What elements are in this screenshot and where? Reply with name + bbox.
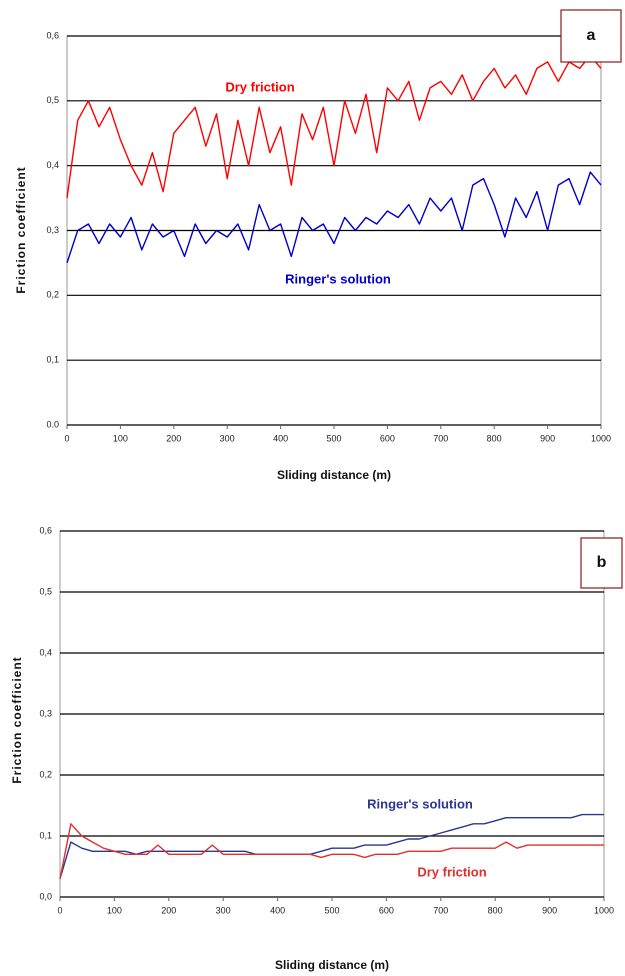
series-line (66, 171, 602, 264)
y-tick-label: 0,4 (39, 647, 52, 657)
x-tick-label: 400 (273, 433, 288, 443)
x-tick-label: 500 (326, 433, 341, 443)
x-tick-label: 1000 (591, 433, 611, 443)
series-label: Ringer's solution (367, 796, 473, 811)
y-axis-label: Friction coefficient (10, 656, 24, 783)
x-tick-label: 100 (107, 905, 122, 915)
x-axis-label: Sliding distance (m) (275, 958, 389, 972)
x-tick-label: 200 (166, 433, 181, 443)
y-tick-label: 0.0 (46, 419, 59, 429)
x-tick-label: 300 (216, 905, 231, 915)
x-tick-label: 0 (64, 433, 69, 443)
x-tick-label: 800 (487, 433, 502, 443)
y-tick-label: 0,1 (46, 355, 59, 365)
panel-label-box (560, 9, 622, 63)
x-tick-label: 600 (380, 433, 395, 443)
x-axis-label: Sliding distance (m) (277, 468, 391, 482)
y-tick-label: 0,3 (46, 225, 59, 235)
x-tick-label: 1000 (594, 905, 614, 915)
series-label: Dry friction (225, 79, 294, 94)
x-tick-label: 400 (270, 905, 285, 915)
x-tick-label: 700 (433, 905, 448, 915)
x-tick-label: 100 (113, 433, 128, 443)
y-tick-label: 0,1 (39, 830, 52, 840)
panel-label: b (597, 554, 607, 571)
y-axis-label: Friction coefficient (14, 166, 28, 293)
y-tick-label: 0,6 (46, 30, 59, 40)
y-tick-label: 0,3 (39, 708, 52, 718)
x-tick-label: 600 (379, 905, 394, 915)
x-tick-label: 900 (540, 433, 555, 443)
series-label: Dry friction (417, 864, 486, 879)
x-tick-label: 900 (542, 905, 557, 915)
x-tick-label: 300 (220, 433, 235, 443)
x-tick-label: 0 (57, 905, 62, 915)
panel-label: a (587, 27, 596, 44)
panel-label-box (580, 537, 623, 589)
y-tick-label: 0,2 (46, 290, 59, 300)
y-tick-label: 0,0 (39, 891, 52, 901)
x-tick-label: 800 (488, 905, 503, 915)
y-tick-label: 0,4 (46, 160, 59, 170)
y-tick-label: 0,5 (46, 95, 59, 105)
series-line (66, 54, 602, 199)
x-tick-label: 500 (324, 905, 339, 915)
y-tick-label: 0,6 (39, 525, 52, 535)
series-label: Ringer's solution (285, 271, 391, 286)
y-tick-label: 0,5 (39, 586, 52, 596)
y-tick-label: 0,2 (39, 769, 52, 779)
x-tick-label: 200 (161, 905, 176, 915)
series-line (59, 823, 604, 879)
x-tick-label: 700 (433, 433, 448, 443)
